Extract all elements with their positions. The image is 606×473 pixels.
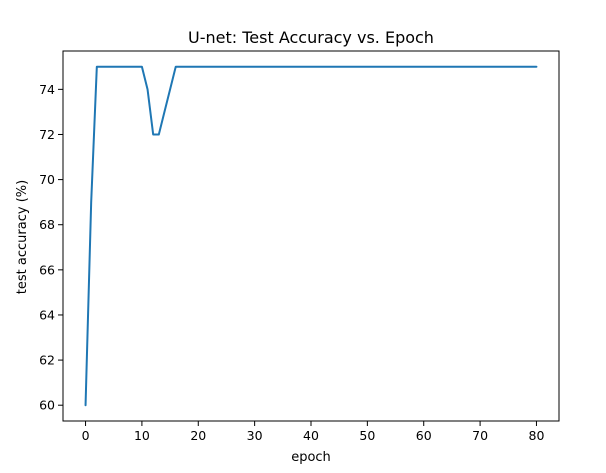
y-tick-label: 68 bbox=[39, 217, 55, 232]
x-tick-label: 70 bbox=[472, 428, 488, 443]
chart-title: U-net: Test Accuracy vs. Epoch bbox=[188, 28, 434, 47]
y-tick-label: 64 bbox=[39, 307, 55, 322]
y-tick-label: 60 bbox=[39, 398, 55, 413]
x-tick-label: 0 bbox=[82, 428, 90, 443]
x-tick-label: 40 bbox=[303, 428, 319, 443]
x-tick-label: 30 bbox=[247, 428, 263, 443]
y-tick-label: 66 bbox=[39, 262, 55, 277]
y-axis-label: test accuracy (%) bbox=[15, 180, 30, 294]
y-tick-label: 72 bbox=[39, 127, 55, 142]
x-tick-label: 50 bbox=[359, 428, 375, 443]
x-tick-label: 20 bbox=[190, 428, 206, 443]
y-tick-label: 74 bbox=[39, 82, 55, 97]
y-tick-label: 62 bbox=[39, 353, 55, 368]
series-line-0 bbox=[84, 65, 538, 407]
y-tick-label: 70 bbox=[39, 172, 55, 187]
plot-frame bbox=[62, 50, 560, 422]
x-axis-label: epoch bbox=[291, 450, 331, 465]
x-tick-label: 10 bbox=[134, 428, 150, 443]
x-tick-label: 80 bbox=[529, 428, 545, 443]
plot-area: 0 10 20 30 40 50 60 70 80 60 62 64 66 68 70 72 74 bbox=[39, 50, 560, 443]
x-tick-label: 60 bbox=[416, 428, 432, 443]
